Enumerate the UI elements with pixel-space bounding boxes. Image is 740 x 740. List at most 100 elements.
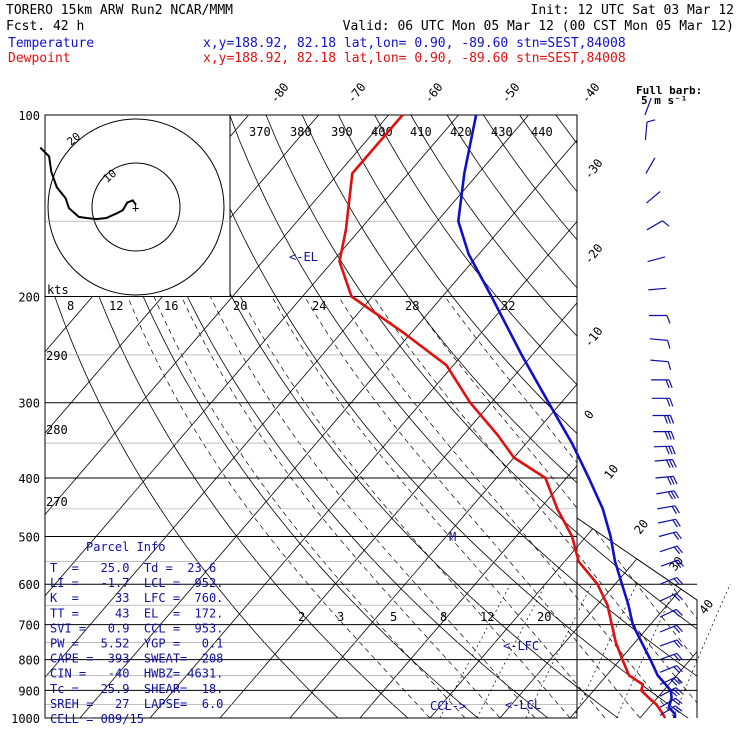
pressure-tick-label: 900: [18, 684, 40, 698]
m-label: M: [449, 530, 456, 544]
isotherm-label: -70: [344, 80, 368, 106]
parcel-info-row: LI = -1.7 LCL = 952.: [50, 576, 223, 590]
isotherm: [359, 115, 697, 718]
mixr-label: 8: [440, 610, 447, 624]
wind-barb: [659, 592, 683, 602]
header: TORERO 15km ARW Run2 NCAR/MMM Init: 12 U…: [6, 3, 734, 107]
dewpoint-profile: [338, 114, 667, 719]
isotherm: [289, 115, 697, 718]
dry-adiabat: [265, 115, 697, 718]
wind-barb: [652, 414, 675, 424]
wind-barb: [659, 697, 683, 708]
wind-barb: [659, 639, 683, 648]
wind-barb: [649, 338, 671, 349]
wind-barb: [657, 505, 680, 515]
plot-frame: [44, 114, 578, 719]
hodograph-ring-inner: [91, 162, 181, 252]
legend-temperature: Temperature: [8, 36, 94, 51]
isotherm: [710, 115, 740, 718]
dry-adiabat: [338, 115, 697, 718]
isotherm-label: -80: [267, 80, 291, 106]
pressure-tick-label: 200: [18, 291, 40, 305]
pressure-tick-label: 1000: [11, 712, 40, 726]
level-annotations: <-EL M <-LFC <-LCL CCL->: [289, 250, 541, 713]
hodo-speed-label: 16: [164, 299, 178, 313]
parcel-info-title: Parcel Info: [86, 540, 165, 554]
hodograph: 20 10 +: [39, 115, 231, 296]
header-title: TORERO 15km ARW Run2 NCAR/MMM: [6, 3, 233, 18]
parcel-info-row: Tc = 25.9 SHEAR= 18.: [50, 682, 223, 696]
hodo-speed-label: 8: [67, 299, 74, 313]
hodo-speed-label: 28: [405, 299, 419, 313]
wind-barb: [645, 157, 656, 174]
temperature-profile: [456, 114, 677, 719]
lcl-label: <-LCL: [505, 698, 541, 712]
pressure-tick-label: 100: [18, 109, 40, 123]
isotherm-label: -40: [578, 80, 602, 106]
theta-label: 290: [46, 349, 68, 363]
isotherm-label: -10: [581, 324, 605, 350]
theta-label: 370: [249, 125, 271, 139]
isotherm-label: 0: [581, 408, 596, 422]
wind-barb: [659, 545, 683, 555]
dry-adiabat: [84, 115, 494, 718]
dry-adiabat: [193, 115, 697, 718]
hodo-speed-label: 32: [501, 299, 515, 313]
full-barb-label: Full barb:: [636, 84, 702, 97]
mixr-label: 12: [480, 610, 494, 624]
hodograph-center: +: [132, 201, 139, 215]
wind-barb: [644, 119, 656, 141]
mixr-label: 20: [537, 610, 551, 624]
isotherm-label: -50: [498, 80, 522, 106]
mixing-ratio-line: [616, 584, 678, 719]
wind-barb: [653, 445, 676, 455]
legend-dewpoint: Dewpoint: [8, 51, 71, 66]
hodograph-trace: [39, 146, 137, 221]
wind-barb: [659, 576, 683, 586]
isotherm-label: 10: [601, 462, 621, 482]
wind-barb: [659, 608, 683, 618]
wind-frame: [576, 517, 698, 718]
wind-barb: [659, 705, 683, 716]
dry-adiabat: [555, 115, 697, 718]
dewpoint-station-info: x,y=188.92, 82.18 lat,lon= 0.90, -89.60 …: [203, 51, 626, 66]
theta-label: 420: [450, 125, 472, 139]
wind-barb: [648, 287, 667, 291]
hodo-speed-labels: kts 8 12 16 20 24 28 32: [47, 283, 515, 313]
parcel-info-rows: T = 25.0 Td = 23.6LI = -1.7 LCL = 952.K …: [50, 561, 223, 726]
temperature-station-info: x,y=188.92, 82.18 lat,lon= 0.90, -89.60 …: [203, 36, 626, 51]
ccl-label: CCL->: [430, 699, 466, 713]
isotherm-label: -60: [421, 80, 445, 106]
dry-adiabat: [374, 115, 697, 718]
wind-barb: [646, 191, 661, 204]
isotherm-label: 20: [631, 517, 651, 537]
theta-label: 390: [331, 125, 353, 139]
isotherm: [219, 115, 697, 718]
isotherm: [45, 115, 529, 718]
parcel-info-row: TT = 43 EL = 172.: [50, 606, 223, 620]
isotherm: [45, 115, 459, 718]
mixing-ratio-line: [439, 584, 511, 719]
el-label: <-EL: [289, 250, 318, 264]
mixr-label: 3: [337, 610, 344, 624]
parcel-info-row: PW = 5.52 YGP = 0.1: [50, 637, 223, 651]
dry-adiabat: [229, 115, 697, 718]
wind-barb: [651, 379, 673, 389]
header-forecast: Fcst. 42 h: [6, 19, 84, 34]
theta-label: 280: [46, 423, 68, 437]
pressure-tick-label: 600: [18, 578, 40, 592]
theta-label: 380: [290, 125, 312, 139]
parcel-info-row: T = 25.0 Td = 23.6: [50, 561, 216, 575]
isotherm-label: 30: [666, 554, 686, 574]
wind-barb: [650, 359, 672, 371]
parcel-info-panel: Parcel Info T = 25.0 Td = 23.6LI = -1.7 …: [50, 540, 223, 726]
parcel-info-row: CAPE = 393 SWEAT= 208: [50, 652, 223, 666]
pressure-tick-label: 400: [18, 472, 40, 486]
pressure-tick-label: 800: [18, 654, 40, 668]
wind-barb: [646, 220, 670, 231]
parcel-info-row: SREH = 27 LAPSE= 6.0: [50, 697, 223, 711]
wind-barb: [655, 475, 678, 485]
theta-label: 430: [491, 125, 513, 139]
wind-barb: [656, 490, 680, 500]
